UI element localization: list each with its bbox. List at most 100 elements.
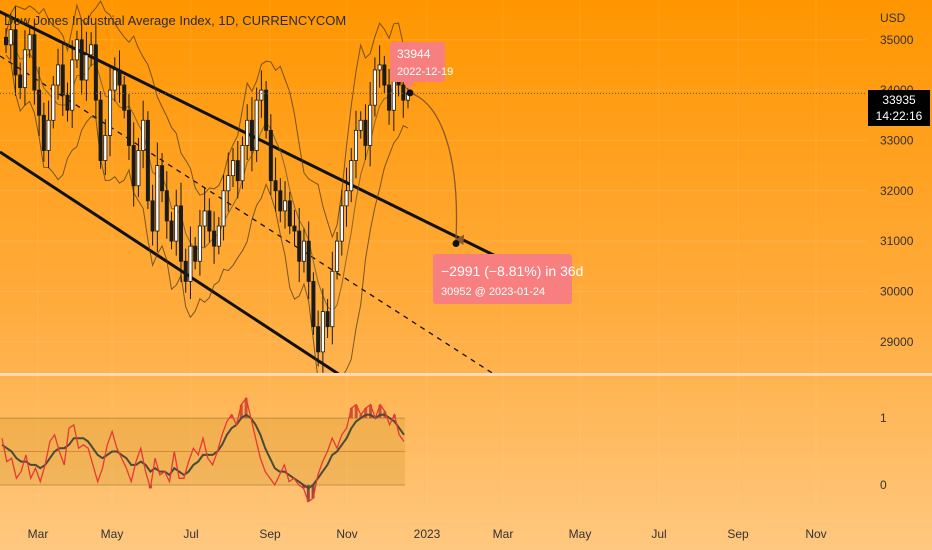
candle-body: [164, 190, 169, 222]
candle-body: [245, 119, 250, 146]
candle-body: [136, 150, 141, 187]
candle-body: [13, 29, 18, 76]
candle-body: [283, 200, 288, 212]
time-axis: Mar May Jul Sep Nov 2023 Mar May Jul Sep Nov: [28, 527, 827, 541]
candle-body: [103, 135, 108, 161]
candle-body: [60, 64, 65, 96]
candle-body: [141, 119, 146, 151]
price-tick-label: 33000: [880, 133, 914, 147]
target-callout[interactable]: −2991 (−8.81%) in 36d 30952 @ 2023-01-24: [433, 254, 583, 304]
candle-body: [160, 165, 165, 192]
target-callout-bg: [433, 254, 572, 304]
candle-body: [372, 69, 377, 106]
candle-body: [117, 69, 122, 86]
candle-body: [353, 129, 358, 161]
price-badge-bg: [868, 90, 930, 126]
oscillator-tick-label: 1: [880, 411, 887, 425]
projection-end-point: [452, 240, 460, 248]
candle-body: [155, 165, 160, 232]
candle-body: [335, 240, 340, 272]
current-price-badge[interactable]: 33935 14:22:16: [868, 90, 930, 126]
candle-body: [377, 64, 382, 71]
candle-body: [273, 180, 278, 192]
candle-body: [278, 190, 283, 212]
candle-body: [46, 119, 51, 151]
candle-body: [56, 64, 61, 86]
chart-title: Dow Jones Industrial Average Index, 1D, …: [4, 13, 346, 28]
candle-body: [197, 225, 202, 262]
candle-body: [183, 260, 188, 282]
target-callout-detail: 30952 @ 2023-01-24: [441, 286, 545, 298]
price-axis: 29000300003100032000330003400035000: [880, 33, 914, 349]
lower-band-line: [5, 54, 409, 373]
candle-body: [292, 225, 297, 232]
candle-body: [344, 190, 349, 207]
oscillator-axis: 01: [880, 411, 887, 492]
candle-body: [122, 84, 127, 111]
price-tick-label: 30000: [880, 284, 914, 298]
high-callout-bg: [390, 42, 445, 82]
projection-arrow: [409, 92, 465, 246]
candle-body: [32, 34, 37, 91]
candle-body: [8, 29, 13, 46]
time-tick-label: Mar: [28, 527, 49, 541]
candle-body: [368, 104, 373, 146]
candle-body: [178, 205, 183, 262]
candle-body: [4, 36, 9, 46]
candle-body: [41, 114, 46, 151]
price-layer: [0, 0, 866, 373]
candle-body: [231, 160, 236, 177]
candle-body: [320, 311, 325, 353]
candle-body: [22, 49, 27, 88]
candle-body: [79, 39, 84, 81]
candle-body: [126, 109, 131, 146]
time-tick-label: May: [569, 527, 592, 541]
candle-body: [387, 84, 392, 111]
price-tick-label: 29000: [880, 335, 914, 349]
time-tick-label: Sep: [727, 527, 749, 541]
candle-body: [131, 145, 136, 187]
high-callout[interactable]: 33944 2022-12-19: [390, 42, 453, 90]
candle-body: [98, 99, 103, 161]
candle-body: [193, 245, 198, 262]
candle-body: [235, 160, 240, 182]
candle-body: [70, 59, 75, 111]
candle-body: [18, 74, 23, 88]
candle-body: [316, 326, 321, 353]
oscillator-line: [1, 396, 405, 503]
candle-body: [27, 34, 32, 51]
candle-body: [330, 270, 335, 328]
candle-body: [93, 44, 98, 101]
high-callout-date: 2022-12-19: [397, 66, 453, 78]
candle-body: [226, 175, 231, 192]
candle-body: [188, 245, 193, 282]
candle-body: [382, 64, 387, 86]
price-badge-countdown: 14:22:16: [876, 109, 923, 123]
time-tick-label: Nov: [805, 527, 826, 541]
price-tick-label: 35000: [880, 33, 914, 47]
oscillator-tick-label: 0: [880, 478, 887, 492]
candle-body: [89, 44, 94, 56]
candle-body: [358, 119, 363, 131]
candle-body: [37, 89, 42, 116]
target-callout-change: −2991 (−8.81%) in 36d: [441, 263, 583, 279]
high-callout-value: 33944: [397, 47, 431, 61]
candle-body: [216, 225, 221, 247]
candle-body: [306, 240, 311, 282]
high-callout-pointer: [404, 82, 414, 90]
candle-body: [325, 311, 330, 328]
time-tick-label: May: [101, 527, 124, 541]
candle-body: [349, 160, 354, 192]
time-tick-label: Mar: [493, 527, 514, 541]
oscillator-layer: [0, 396, 405, 503]
candle-body: [287, 200, 292, 227]
candle-body: [150, 200, 155, 232]
candle-body: [207, 210, 212, 232]
candle-body: [212, 230, 217, 247]
candle-body: [169, 220, 174, 242]
time-tick-label: Jul: [183, 527, 198, 541]
candle-body: [145, 119, 150, 202]
candle-body: [268, 129, 273, 182]
currency-label: USD: [880, 11, 906, 25]
